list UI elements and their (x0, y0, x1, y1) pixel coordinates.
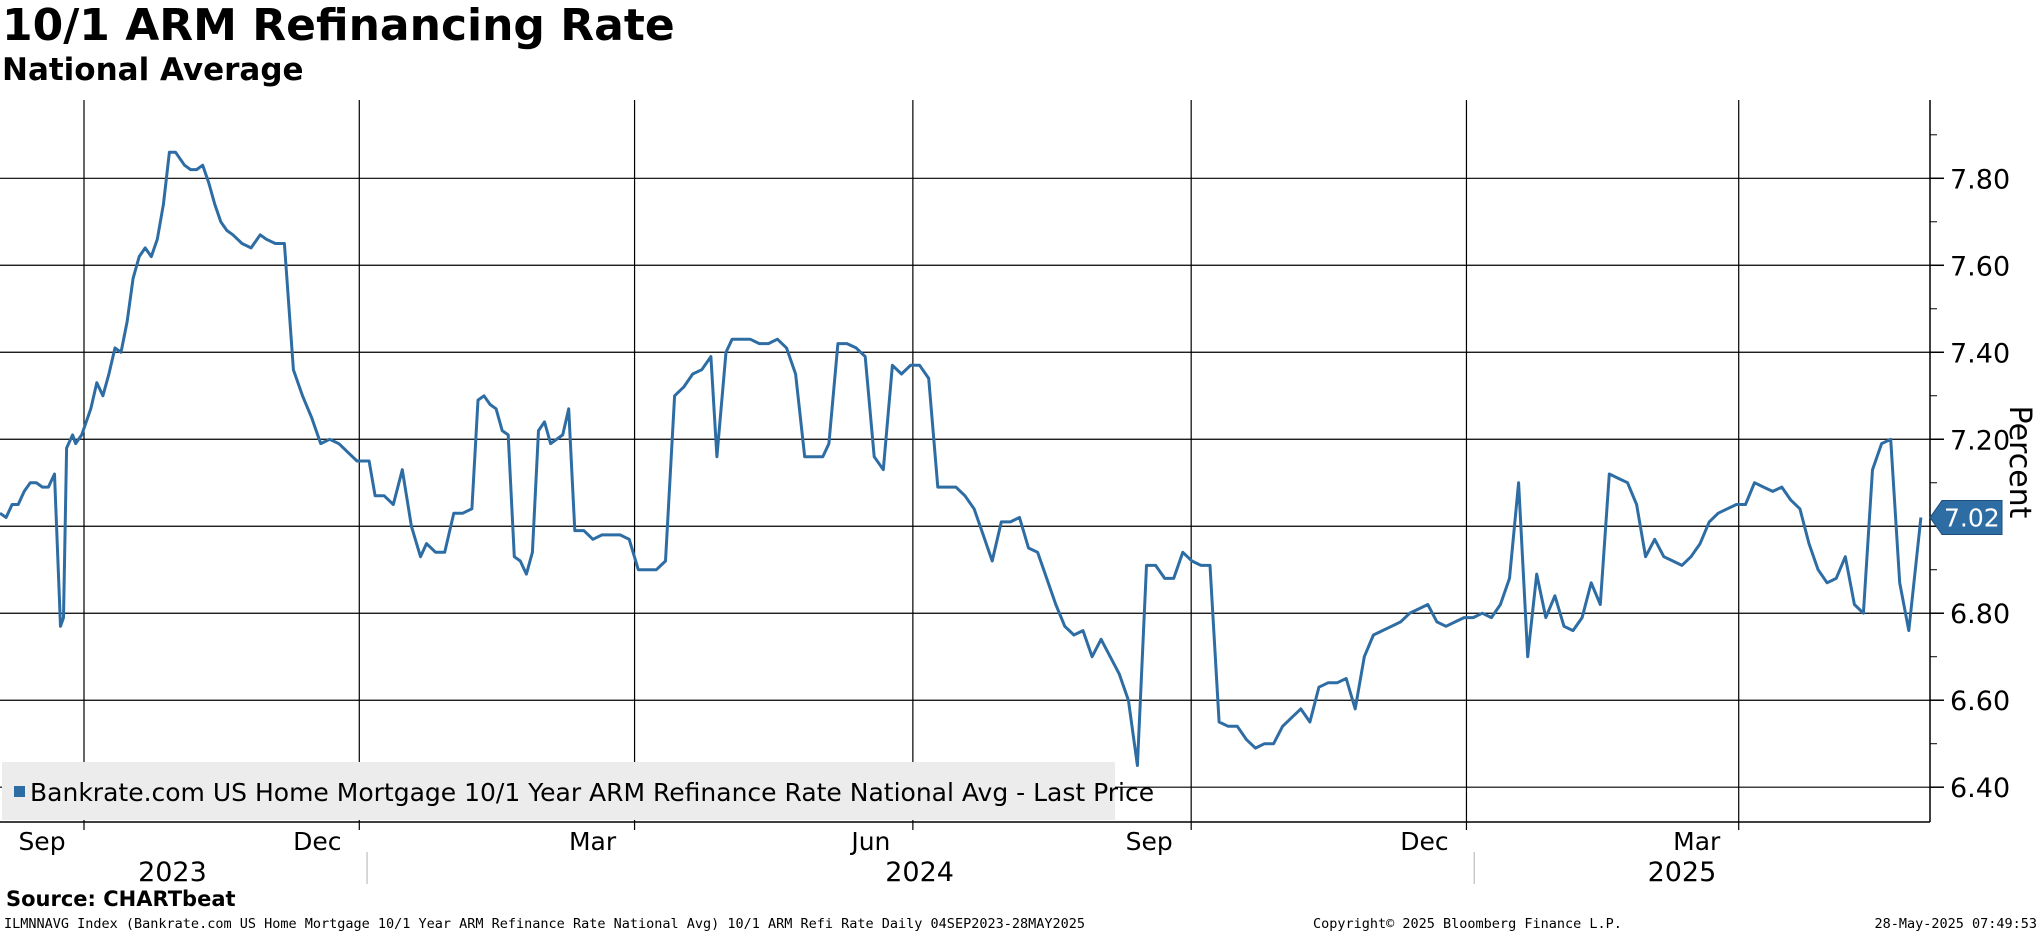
horizontal-gridlines (0, 177, 1930, 788)
y-axis-label: Percent (2002, 406, 2037, 519)
y-tick-label: 7.60 (1950, 251, 2010, 282)
footer-timestamp: 28-May-2025 07:49:53 (1874, 916, 2037, 932)
y-tick-label: 6.40 (1950, 773, 2010, 804)
year-label: 2023 (138, 857, 207, 888)
legend-entry: Bankrate.com US Home Mortgage 10/1 Year … (30, 778, 1154, 807)
legend-background (2, 762, 1115, 820)
year-label: 2024 (885, 857, 954, 888)
y-tick-label: 7.20 (1950, 425, 2010, 456)
chart-title: 10/1 ARM Refinancing Rate (2, 0, 675, 51)
y-tick-label: 6.80 (1950, 599, 2010, 630)
last-value-label: 7.02 (1944, 504, 2000, 533)
x-tick-label: Mar (569, 827, 617, 856)
x-tick-label: Sep (18, 827, 65, 856)
x-tick-label: Dec (1400, 827, 1448, 856)
x-tick-label: Mar (1673, 827, 1721, 856)
y-tick-label: 7.40 (1950, 338, 2010, 369)
chart-subtitle: National Average (2, 52, 304, 88)
footer-index-description: ILMNNAVG Index (Bankrate.com US Home Mor… (4, 916, 1085, 932)
last-value-marker: 7.02 (1929, 500, 2003, 536)
axes (0, 100, 1931, 823)
vertical-gridlines (83, 100, 1740, 822)
y-axis-ticks: 6.40 6.60 6.80 7.20 7.40 7.60 7.80 (1930, 134, 2010, 804)
series-layer (0, 150, 1923, 767)
x-tick-label: Dec (293, 827, 341, 856)
last-value-tag (1929, 500, 2003, 536)
x-axis-ticks: Sep Dec Mar Jun Sep Dec Mar 2023 2024 2025 (18, 822, 1740, 888)
year-label: 2025 (1648, 857, 1717, 888)
x-tick-label: Sep (1126, 827, 1173, 856)
series-line (0, 150, 1923, 767)
footer-copyright: Copyright© 2025 Bloomberg Finance L.P. (1313, 916, 1622, 932)
x-tick-label: Jun (849, 827, 890, 856)
legend-swatch (14, 786, 25, 797)
source-note: Source: CHARTbeat (6, 887, 236, 911)
y-tick-label: 6.60 (1950, 686, 2010, 717)
legend: Bankrate.com US Home Mortgage 10/1 Year … (2, 762, 1154, 820)
y-tick-label: 7.80 (1950, 164, 2010, 195)
